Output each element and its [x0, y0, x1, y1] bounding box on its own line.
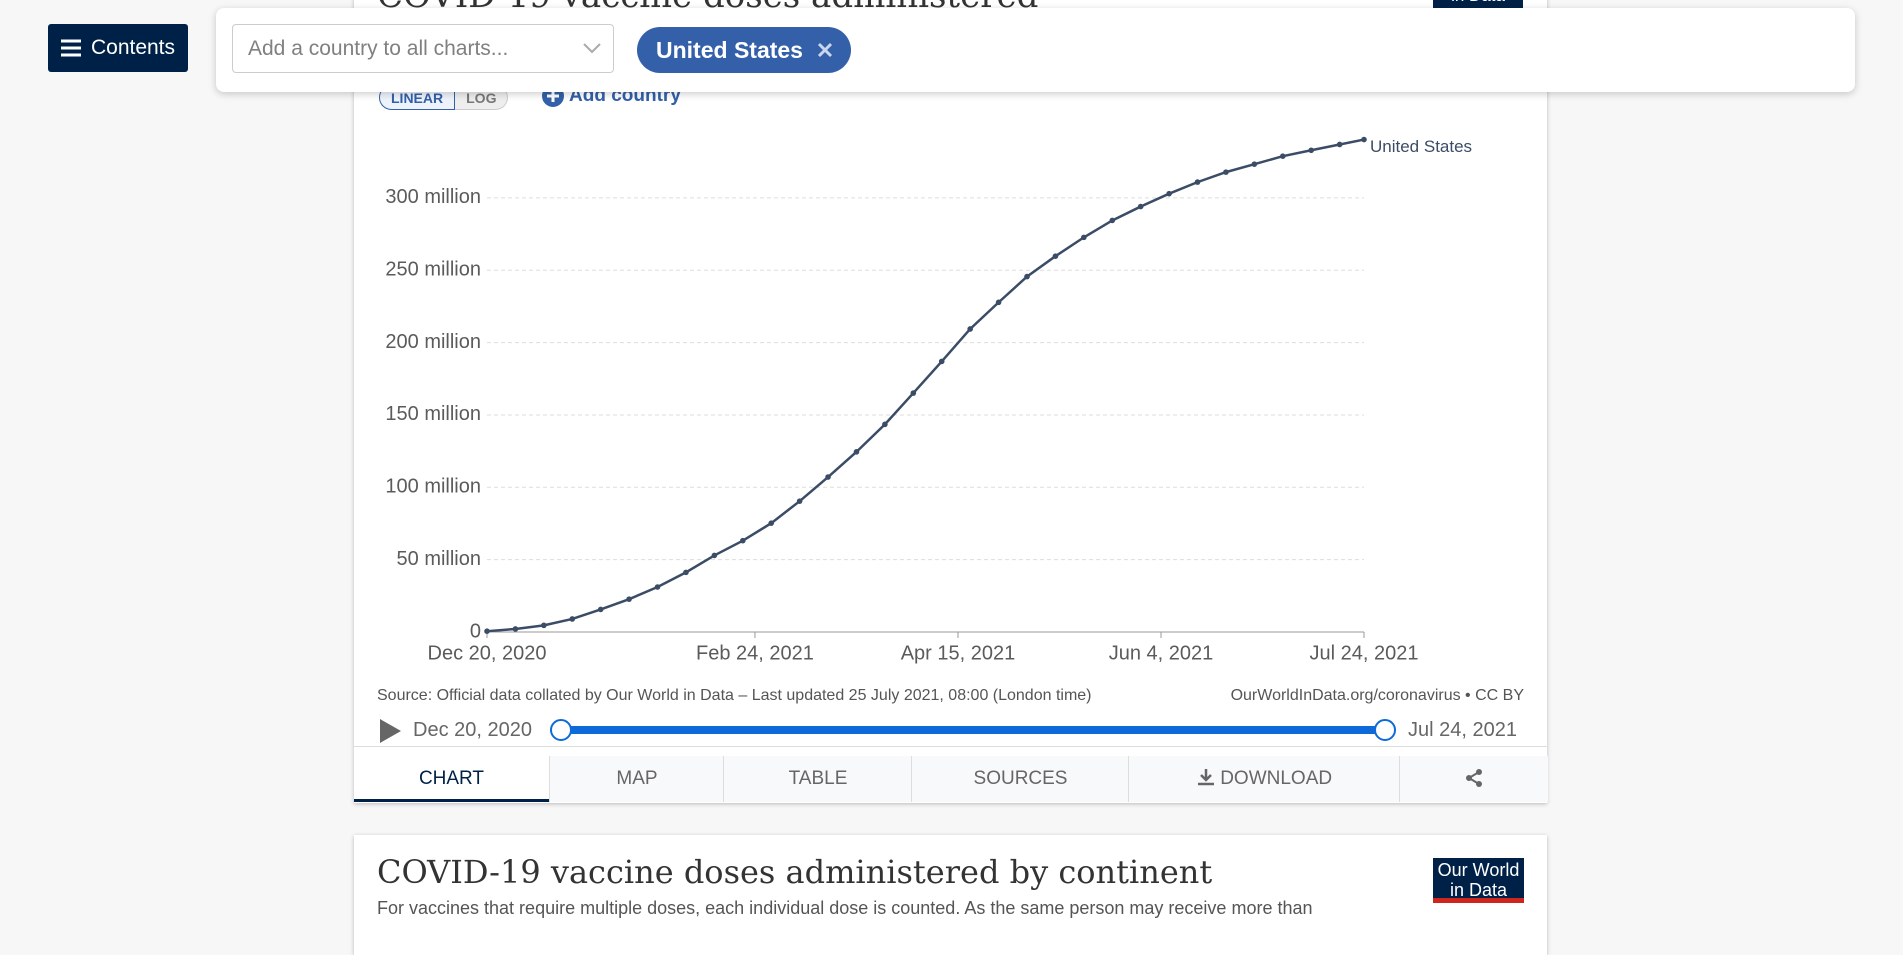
chevron: [583, 43, 601, 54]
next-card-subtitle: For vaccines that require multiple doses…: [377, 898, 1313, 918]
download-icon: [1197, 769, 1214, 786]
search-placeholder: Add a country to all charts...: [248, 37, 509, 60]
chip-label: United States: [656, 36, 803, 63]
contents-button[interactable]: Contents: [48, 24, 188, 72]
page: COVID-19 vaccine doses administered in D…: [48, 0, 1855, 918]
contents-label: Contents: [90, 36, 176, 59]
tabs-border: [354, 746, 1547, 747]
logo[interactable]: Our World in Data: [1433, 858, 1524, 903]
next-card: COVID-19 vaccine doses administered by c…: [354, 835, 1547, 955]
logo: in Data: [1433, 0, 1523, 9]
timeline-track[interactable]: [561, 726, 1385, 734]
timeline-handle-start[interactable]: [550, 719, 572, 741]
tab-table[interactable]: TABLE: [723, 756, 912, 802]
country-chip[interactable]: United States: [637, 27, 851, 73]
chart-card: COVID-19 vaccine doses administered in D…: [354, 0, 1547, 803]
timeline-start: Dec 20, 2020: [413, 719, 532, 741]
next-card-title: COVID-19 vaccine doses administered by c…: [377, 853, 1213, 891]
tab-chart[interactable]: CHART: [354, 756, 549, 802]
country-search[interactable]: Add a country to all charts...: [232, 24, 614, 73]
tab-download[interactable]: DOWNLOAD: [1128, 756, 1400, 802]
timeline-handle-end[interactable]: [1374, 719, 1396, 741]
timeline-end: Jul 24, 2021: [1408, 719, 1517, 741]
top-bar: Add a country to all charts... United St…: [216, 8, 1855, 92]
logo-line: Our World: [1437, 860, 1520, 880]
share-icon: [1466, 769, 1482, 787]
logo-line: in Data: [1449, 880, 1508, 900]
tab-share[interactable]: [1399, 756, 1548, 802]
source: Source: Official data collated by Our Wo…: [377, 687, 1092, 704]
tab-download-label: DOWNLOAD: [1220, 768, 1333, 789]
credit[interactable]: OurWorldInData.org/coronavirus • CC BY: [1230, 687, 1524, 704]
tab-map[interactable]: MAP: [549, 756, 724, 802]
play-button[interactable]: [380, 719, 401, 743]
menu-icon: [60, 39, 81, 57]
tab-sources[interactable]: SOURCES: [911, 756, 1129, 802]
chip-remove[interactable]: [817, 42, 833, 58]
